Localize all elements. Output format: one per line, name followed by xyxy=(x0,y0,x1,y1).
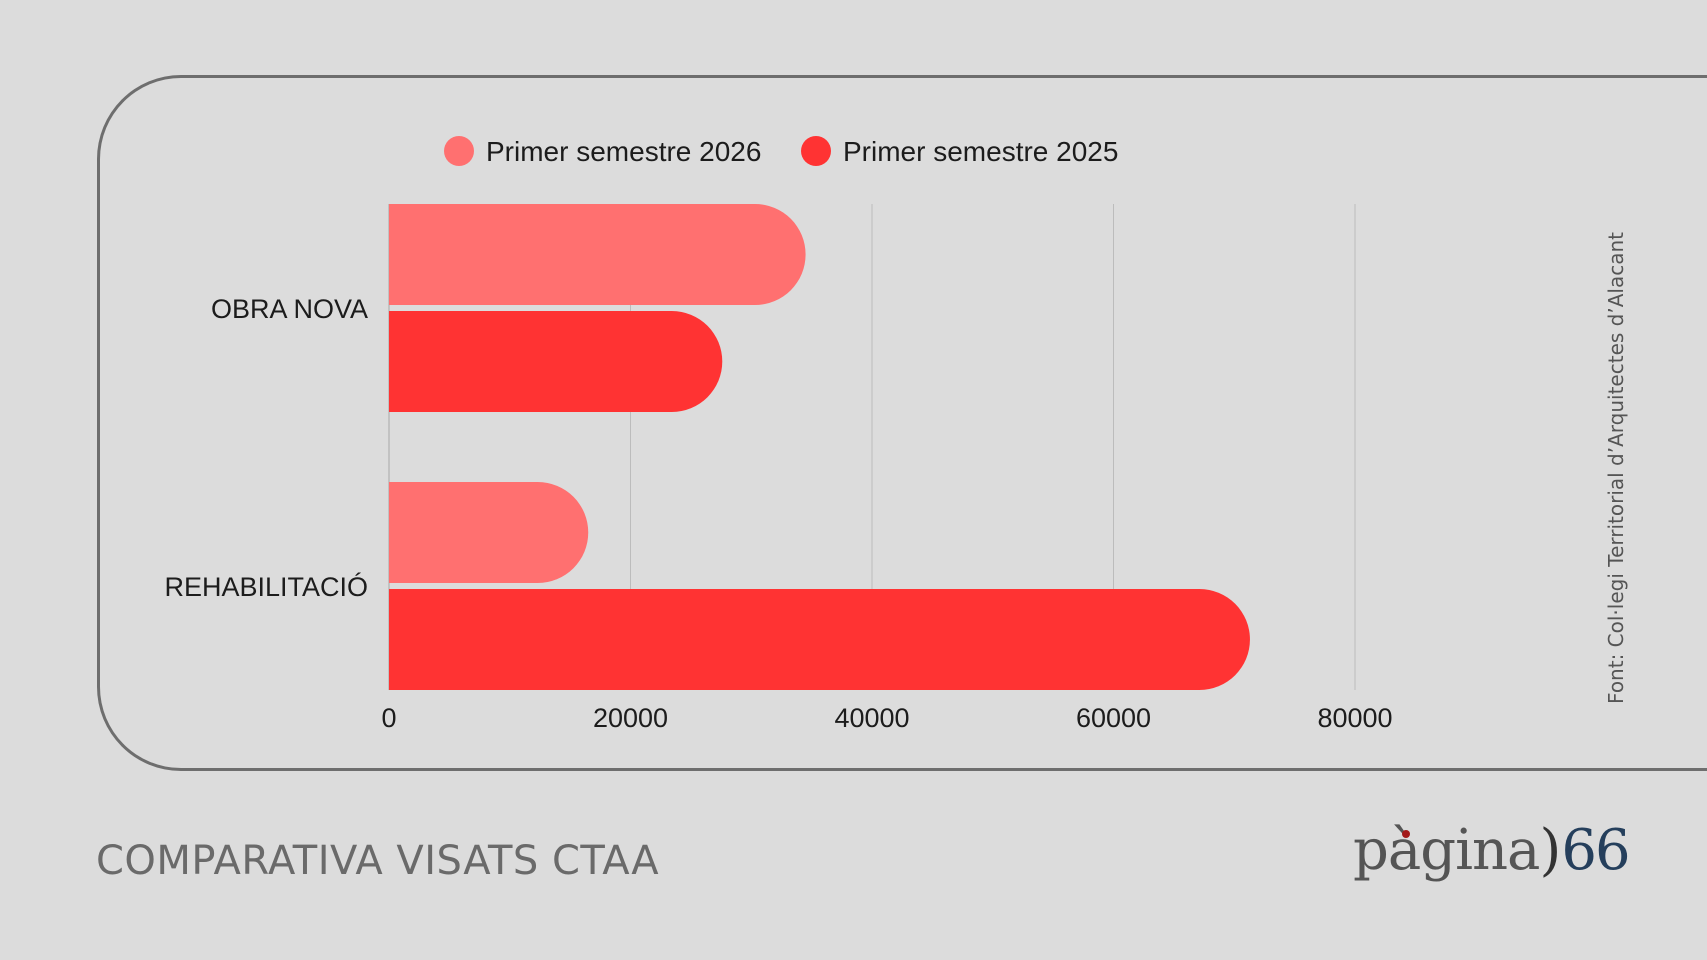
bar xyxy=(389,482,589,583)
chart-panel xyxy=(97,75,1707,771)
bar xyxy=(389,204,806,305)
bar xyxy=(389,589,1250,690)
source-note: Font: Col·legi Territorial d’Arquitectes… xyxy=(1604,232,1628,704)
bar xyxy=(389,311,723,412)
x-tick-label: 60000 xyxy=(1076,703,1151,733)
x-tick-label: 20000 xyxy=(593,703,668,733)
brand-logo: pàgina)66 xyxy=(1353,818,1631,883)
legend-label: Primer semestre 2026 xyxy=(486,136,761,167)
category-label: OBRA NOVA xyxy=(211,294,368,324)
legend-swatch xyxy=(444,136,474,166)
legend-swatch xyxy=(801,136,831,166)
x-tick-label: 0 xyxy=(381,703,396,733)
x-tick-label: 40000 xyxy=(834,703,909,733)
x-tick-label: 80000 xyxy=(1317,703,1392,733)
category-label: REHABILITACIÓ xyxy=(164,571,368,602)
footer-title: COMPARATIVA VISATS CTAA xyxy=(96,838,660,884)
legend-label: Primer semestre 2025 xyxy=(843,136,1118,167)
brand-logo-dot xyxy=(1402,830,1410,838)
